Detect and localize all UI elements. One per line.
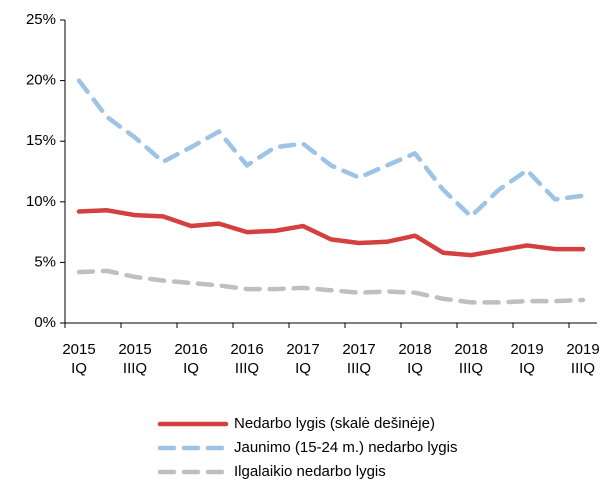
x-tick-label: IQ (519, 360, 535, 377)
x-tick-label: 2018 (454, 341, 487, 358)
x-tick-label: 2015 (62, 341, 95, 358)
y-tick-label: 5% (34, 253, 56, 270)
y-tick-label: 10% (26, 193, 56, 210)
x-tick-label: 2016 (174, 341, 207, 358)
series-line (76, 208, 586, 258)
x-tick-label: IQ (295, 360, 311, 377)
x-tick-label: IIIQ (571, 360, 595, 377)
series-line (76, 268, 586, 305)
x-tick-label: IQ (407, 360, 423, 377)
y-tick-label: 15% (26, 132, 56, 149)
x-tick-label: IQ (183, 360, 199, 377)
x-tick-label: 2018 (398, 341, 431, 358)
x-tick-label: 2015 (118, 341, 151, 358)
series-line (76, 78, 586, 219)
y-tick-label: 0% (34, 314, 56, 331)
x-tick-label: IIIQ (347, 360, 371, 377)
y-tick-label: 20% (26, 72, 56, 89)
x-tick-label: IIIQ (123, 360, 147, 377)
x-tick-label: 2016 (230, 341, 263, 358)
y-tick-label: 25% (26, 11, 56, 28)
x-tick-label: IQ (71, 360, 87, 377)
legend-label: Nedarbo lygis (skalė dešinėje) (234, 415, 435, 432)
x-tick-label: IIIQ (459, 360, 483, 377)
legend-label: Ilgalaikio nedarbo lygis (234, 463, 386, 480)
x-tick-label: 2017 (286, 341, 319, 358)
x-tick-label: 2017 (342, 341, 375, 358)
x-tick-label: 2019 (510, 341, 543, 358)
legend-label: Jaunimo (15-24 m.) nedarbo lygis (234, 439, 457, 456)
x-tick-label: 2019 (566, 341, 599, 358)
x-tick-label: IIIQ (235, 360, 259, 377)
